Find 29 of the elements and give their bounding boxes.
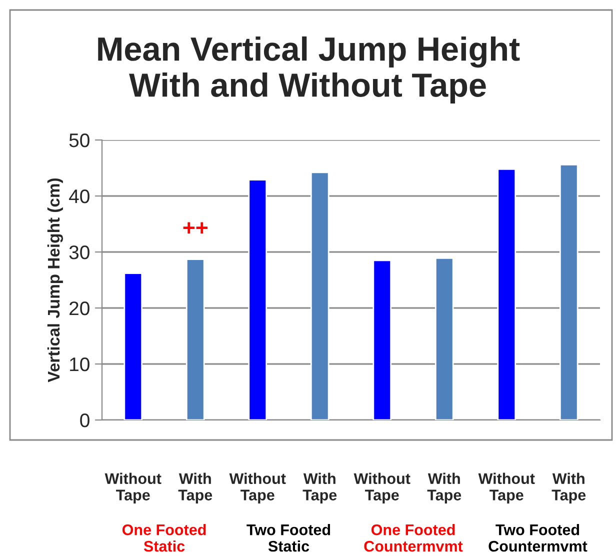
text: Two Footed Static xyxy=(246,524,330,552)
x-tick-label: With Tape xyxy=(427,472,462,504)
annotation: ++ xyxy=(183,222,208,234)
x-tick-label: Without Tape xyxy=(229,472,286,504)
bar xyxy=(559,164,578,420)
bar xyxy=(248,179,268,420)
x-tick-label: With Tape xyxy=(302,472,337,504)
bar xyxy=(372,260,392,420)
x-tick-label: With Tape xyxy=(178,472,212,504)
bar xyxy=(310,172,330,420)
bar xyxy=(186,258,205,420)
y-tick-label: 40 xyxy=(69,189,90,204)
text: One Footed Countermvmt xyxy=(364,524,463,552)
bar xyxy=(497,168,516,420)
chart-title: Mean Vertical Jump Height With and Without Tape xyxy=(98,36,520,104)
x-tick-label: Without Tape xyxy=(478,472,535,504)
bar xyxy=(434,257,454,420)
text: Two Footed Countermvmt xyxy=(488,524,588,552)
x-tick-label: With Tape xyxy=(552,472,586,504)
y-tick-label: 30 xyxy=(69,245,90,260)
x-tick-label: Without Tape xyxy=(104,472,162,504)
y-tick-label: 10 xyxy=(70,357,90,372)
y-axis-title: Vertical Jump Height (cm) xyxy=(47,178,64,382)
y-tick-label: 20 xyxy=(70,301,90,316)
text: One Footed Static xyxy=(122,524,206,552)
y-tick-label: 50 xyxy=(69,133,90,148)
bar xyxy=(124,272,143,420)
y-tick-label: 0 xyxy=(80,413,90,428)
x-tick-label: Without Tape xyxy=(354,472,410,504)
